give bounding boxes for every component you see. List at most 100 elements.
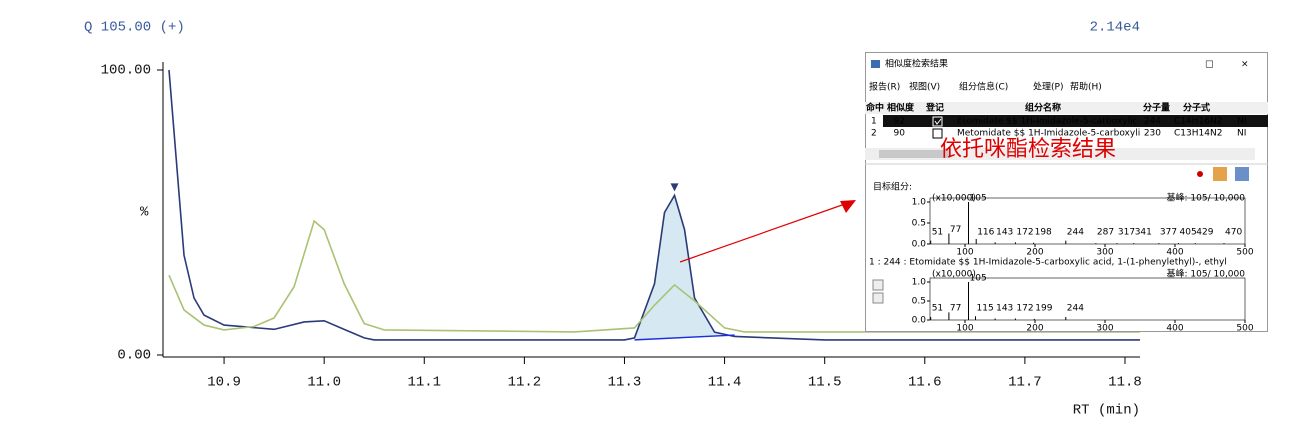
peak-label: 143	[996, 304, 1013, 314]
spectrum-frame	[929, 277, 1246, 321]
spectrum-frame	[929, 197, 1246, 245]
spectrum-x-label: 100	[956, 324, 973, 334]
spectrum-scale: (x10,000)	[932, 270, 976, 280]
arrow-head	[840, 200, 856, 213]
cell: 2	[871, 129, 877, 139]
cell: NI	[1237, 129, 1246, 139]
peak-baseline	[634, 334, 735, 341]
apex-marker	[670, 183, 679, 192]
peak-label: 470	[1225, 228, 1242, 238]
column-header: 相似度	[887, 102, 915, 114]
peak-label: 77	[950, 304, 961, 314]
scroll-thumb[interactable]	[879, 150, 949, 158]
spectrum-x-label: 200	[1026, 324, 1043, 334]
x-tick-label: 11.6	[908, 375, 942, 391]
intensity-label: 2.14e4	[1090, 20, 1140, 36]
target-label: 目标组分:	[873, 181, 912, 193]
dialog-frame	[865, 52, 1268, 332]
app-icon	[871, 60, 880, 68]
menu-item[interactable]: 视图(V)	[909, 81, 940, 93]
spectrum-y-label: 0.5	[912, 297, 926, 307]
dialog-title: 相似度检索结果	[885, 58, 948, 70]
peak-label: 244	[1067, 228, 1084, 238]
peak-label: 116	[977, 228, 994, 238]
down-button[interactable]	[872, 292, 884, 304]
checkbox[interactable]	[932, 116, 943, 127]
spectrum-x-label: 300	[1096, 248, 1113, 258]
peak-label: 115	[977, 304, 994, 314]
spectrum-y-label: 1.0	[912, 278, 927, 288]
peak-label: 51	[932, 304, 943, 314]
spectrum-y-label: 0.0	[912, 240, 927, 250]
spectrum-x-label: 200	[1026, 248, 1043, 258]
record-icon[interactable]	[1197, 171, 1203, 177]
peak-label: 172	[1016, 304, 1033, 314]
cell: C14H16N2	[1174, 117, 1222, 127]
column-header: 分子量	[1143, 102, 1170, 114]
base-peak: 基峰: 105/ 10,000	[1167, 192, 1246, 204]
hit-line: 1 : 244 : Etomidate $$ 1H-Imidazole-5-ca…	[869, 258, 1227, 268]
x-tick-label: 11.2	[508, 375, 542, 391]
cell: 230	[1144, 129, 1161, 139]
peak-label: 199	[1035, 304, 1052, 314]
spectrum-x-label: 100	[956, 248, 973, 258]
tool-icon[interactable]	[1213, 167, 1227, 181]
arrow-line	[679, 203, 846, 263]
spectrum-x-label: 400	[1166, 248, 1183, 258]
check	[934, 118, 942, 125]
x-tick-label: 11.4	[708, 375, 742, 391]
cell: 244	[1144, 117, 1161, 127]
peak-label: 244	[1067, 304, 1084, 314]
menu-item[interactable]: 报告(R)	[869, 81, 900, 93]
peak-label: 105	[970, 194, 987, 204]
x-tick-label: 11.0	[307, 375, 341, 391]
scrollbar[interactable]	[865, 148, 1255, 160]
menu-item[interactable]: 处理(P)	[1033, 81, 1063, 93]
column-header: 分子式	[1183, 102, 1210, 114]
menu-item[interactable]: 帮助(H)	[1070, 81, 1102, 93]
maximize-button[interactable]: □	[1205, 60, 1214, 70]
x-tick-label: 11.5	[808, 375, 842, 391]
trace-label: Q 105.00 (+)	[84, 20, 185, 36]
spectrum-y-label: 0.0	[912, 316, 927, 326]
peak-label: 172	[1016, 228, 1033, 238]
x-tick-label: 11.8	[1108, 375, 1142, 391]
cell: NI	[1237, 117, 1246, 127]
cell: Metomidate $$ 1H-Imidazole-5-carboxyli	[957, 129, 1140, 139]
x-tick-label: 11.1	[407, 375, 441, 391]
spectrum-x-label: 300	[1096, 324, 1113, 334]
spectrum-x-label: 500	[1236, 248, 1253, 258]
peak-area	[634, 195, 735, 340]
cell: Etomidate $$ 1H-Imidazole-5-carboxylic	[957, 117, 1138, 127]
close-button[interactable]: ×	[1241, 60, 1249, 70]
peak-label: 143	[996, 228, 1013, 238]
tool-icon[interactable]	[1235, 167, 1249, 181]
peak-label: 405	[1180, 228, 1197, 238]
checkbox[interactable]	[932, 128, 943, 139]
selected-row	[883, 115, 1268, 127]
y-axis-label: %	[140, 205, 149, 221]
cell: 90	[894, 129, 906, 139]
peak-label: 317	[1118, 228, 1135, 238]
spectrum-x-label: 500	[1236, 324, 1253, 334]
peak-label: 377	[1160, 228, 1177, 238]
spectrum-scale: (x10,000)	[932, 194, 976, 204]
column-header: 命中	[865, 102, 884, 114]
table-header-bg	[865, 102, 1268, 114]
x-tick-label: 11.7	[1008, 375, 1042, 391]
up-button[interactable]	[872, 279, 884, 291]
peak-label: 105	[970, 274, 987, 284]
spectrum-x-label: 400	[1166, 324, 1183, 334]
peak-label: 77	[950, 225, 961, 235]
peak-label: 51	[932, 228, 943, 238]
x-axis-label: RT (min)	[1073, 403, 1140, 419]
base-peak: 基峰: 105/ 10,000	[1167, 268, 1246, 280]
peak-label: 341	[1135, 228, 1152, 238]
series-line	[168, 219, 1140, 333]
peak-label: 287	[1097, 228, 1114, 238]
search-dialog: 相似度检索结果 □ × 报告(R) 视图(V) 组分信息(C) 处理(P) 帮助(H) 命…	[865, 52, 1268, 334]
menu-item[interactable]: 组分信息(C)	[959, 81, 1008, 93]
column-header: 组分名称	[1025, 102, 1061, 114]
